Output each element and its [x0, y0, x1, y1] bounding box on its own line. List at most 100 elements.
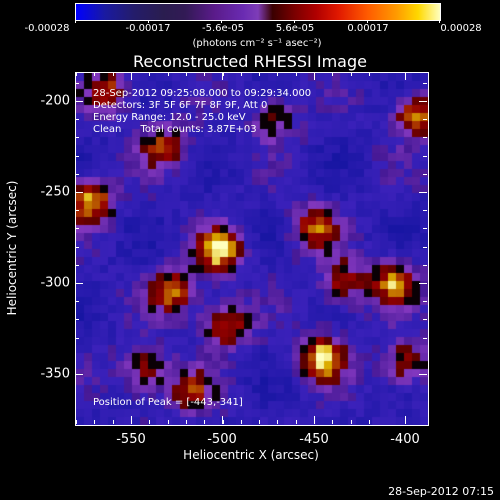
axis-tick — [75, 119, 79, 121]
axis-tick — [240, 420, 242, 424]
axis-tick — [75, 173, 79, 175]
colorbar-tick — [367, 20, 368, 23]
axis-tick — [112, 420, 114, 424]
colorbar-tick — [439, 20, 440, 23]
axis-tick — [94, 72, 96, 76]
axis-tick — [368, 72, 370, 76]
axis-tick — [75, 210, 79, 212]
axis-tick — [131, 420, 132, 424]
overlay-peak-position: Position of Peak = [-443,-341] — [93, 397, 243, 408]
plot-timestamp: 28-Sep-2012 07:15 — [388, 485, 494, 498]
axis-tick — [112, 72, 114, 76]
axis-tick — [94, 420, 96, 424]
y-axis-label: Heliocentric Y (arcsec) — [5, 180, 19, 316]
axis-tick — [423, 246, 427, 248]
overlay-clean-counts: Clean Total counts: 3.87E+03 — [93, 124, 257, 135]
axis-tick — [185, 72, 187, 76]
axis-tick — [75, 228, 79, 230]
overlay-energy-range: Energy Range: 12.0 - 25.0 keV — [93, 112, 246, 123]
axis-tick — [75, 264, 79, 266]
axis-tick — [295, 72, 297, 76]
axis-tick — [131, 72, 132, 76]
axis-tick — [277, 420, 279, 424]
axis-tick — [423, 319, 427, 321]
axis-tick — [314, 72, 315, 76]
x-tick-label: -500 — [207, 432, 237, 447]
axis-tick — [332, 72, 334, 76]
colorbar-tick — [221, 20, 222, 23]
axis-tick — [75, 283, 79, 284]
axis-tick — [350, 420, 352, 424]
x-axis-label: Heliocentric X (arcsec) — [183, 448, 319, 462]
axis-tick — [131, 72, 132, 80]
axis-tick — [405, 416, 406, 424]
axis-tick — [314, 72, 315, 80]
axis-tick — [75, 101, 79, 102]
axis-tick — [75, 192, 79, 193]
axis-tick — [75, 374, 83, 375]
x-tick-label: -400 — [390, 432, 420, 447]
colorbar-tick-label: 5.6e-05 — [275, 23, 315, 34]
axis-tick — [423, 82, 427, 84]
axis-tick — [75, 301, 79, 303]
axis-tick — [75, 283, 83, 284]
colorbar-tick — [75, 20, 76, 23]
y-tick-label: -200 — [40, 93, 70, 109]
overlay-detectors: Detectors: 3F 5F 6F 7F 8F 9F, Att 0 — [93, 100, 268, 111]
axis-tick — [423, 337, 427, 339]
axis-tick — [423, 301, 427, 303]
axis-tick — [222, 420, 224, 424]
colorbar-tick-label: -5.6e-05 — [202, 23, 244, 34]
colorbar-tick-label: -0.00028 — [24, 23, 70, 34]
overlay-time-range: 28-Sep-2012 09:25:08.000 to 09:29:34.000 — [93, 88, 312, 99]
image-title: Reconstructed RHESSI Image — [133, 52, 367, 71]
axis-tick — [423, 192, 427, 193]
axis-tick — [75, 137, 79, 139]
axis-tick — [277, 72, 279, 76]
axis-tick — [75, 337, 79, 339]
x-tick-label: -550 — [116, 432, 146, 447]
y-tick-label: -350 — [40, 366, 70, 382]
axis-tick — [204, 72, 206, 76]
axis-tick — [314, 420, 315, 424]
x-tick-label: -450 — [299, 432, 329, 447]
axis-tick — [423, 137, 427, 139]
axis-tick — [423, 173, 427, 175]
axis-tick — [149, 72, 151, 76]
axis-tick — [75, 101, 83, 102]
axis-tick — [295, 420, 297, 424]
axis-tick — [259, 420, 261, 424]
axis-tick — [222, 72, 224, 76]
axis-tick — [76, 72, 78, 76]
colorbar-tick-label: 0.00028 — [440, 23, 482, 34]
axis-tick — [167, 72, 169, 76]
axis-tick — [405, 72, 406, 80]
axis-tick — [423, 210, 427, 212]
axis-tick — [75, 192, 83, 193]
axis-tick — [185, 420, 187, 424]
axis-tick — [167, 420, 169, 424]
colorbar — [75, 3, 441, 21]
axis-tick — [75, 82, 79, 84]
axis-tick — [76, 420, 78, 424]
colorbar-tick-label: 0.00017 — [347, 23, 389, 34]
axis-tick — [75, 319, 79, 321]
axis-tick — [75, 246, 79, 248]
axis-tick — [222, 72, 223, 80]
y-tick-label: -250 — [40, 184, 70, 200]
axis-tick — [332, 420, 334, 424]
axis-tick — [423, 155, 427, 157]
axis-tick — [423, 283, 427, 284]
axis-tick — [419, 374, 427, 375]
axis-tick — [75, 155, 79, 157]
colorbar-tick — [294, 20, 295, 23]
axis-tick — [204, 420, 206, 424]
axis-tick — [423, 101, 427, 102]
axis-tick — [423, 119, 427, 121]
rhessi-image — [75, 72, 429, 426]
colorbar-tick — [148, 20, 149, 23]
axis-tick — [368, 420, 370, 424]
y-tick-label: -300 — [40, 275, 70, 291]
axis-tick — [259, 72, 261, 76]
axis-tick — [240, 72, 242, 76]
